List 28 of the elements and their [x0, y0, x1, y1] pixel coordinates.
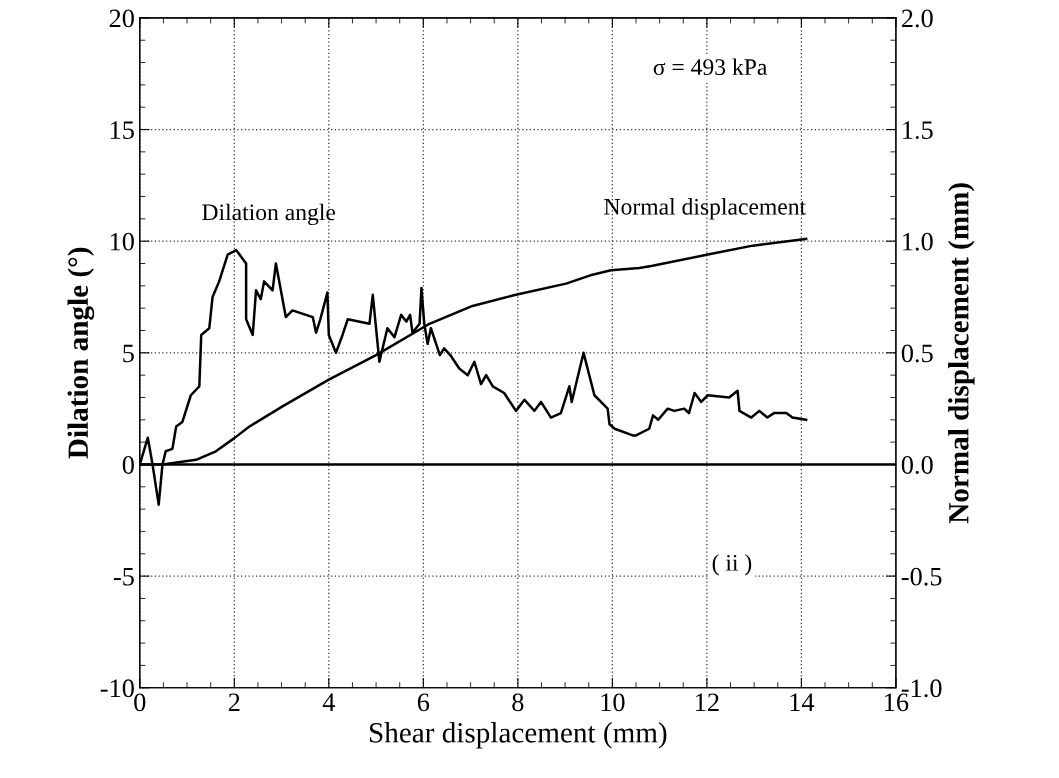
- y-tick-label: 20: [109, 9, 134, 28]
- x-tick-label: 14: [790, 693, 815, 711]
- x-tick-label: 10: [601, 693, 625, 712]
- y-tick-label: -10: [100, 679, 134, 698]
- y-tick-label: 10: [110, 232, 134, 251]
- x-tick-label: 2: [228, 693, 240, 711]
- x-tick-label: 8: [512, 693, 524, 712]
- series-label: Normal displacement: [604, 198, 806, 220]
- y2-tick-label: -0.5: [901, 567, 942, 586]
- x-tick-label: 0: [134, 693, 146, 712]
- y2-tick-label: 1.5: [903, 121, 933, 140]
- x-tick-label: 6: [417, 693, 430, 712]
- x-tick-label: 12: [696, 693, 719, 711]
- y2-tick-label: 0.0: [901, 456, 933, 474]
- annotation: σ = 493 kPa: [653, 58, 768, 76]
- y2-tick-label: 2.0: [901, 9, 933, 28]
- series-label: Dilation angle: [202, 203, 336, 226]
- y2-tick-label: 1.0: [903, 232, 933, 251]
- x-tick-label: 4: [322, 693, 335, 711]
- y-tick-label: 15: [110, 121, 134, 139]
- annotation: ( ii ): [712, 554, 752, 576]
- y-tick-label: 0: [122, 456, 134, 474]
- y-axis-title: Dilation angle (°): [67, 247, 95, 459]
- y-tick-label: -5: [113, 567, 134, 586]
- x-axis-title: Shear displacement (mm): [369, 722, 667, 749]
- y-tick-label: 5: [123, 344, 134, 363]
- y2-tick-label: 0.5: [901, 344, 933, 363]
- y2-axis-title: Normal displacement (mm): [948, 183, 975, 524]
